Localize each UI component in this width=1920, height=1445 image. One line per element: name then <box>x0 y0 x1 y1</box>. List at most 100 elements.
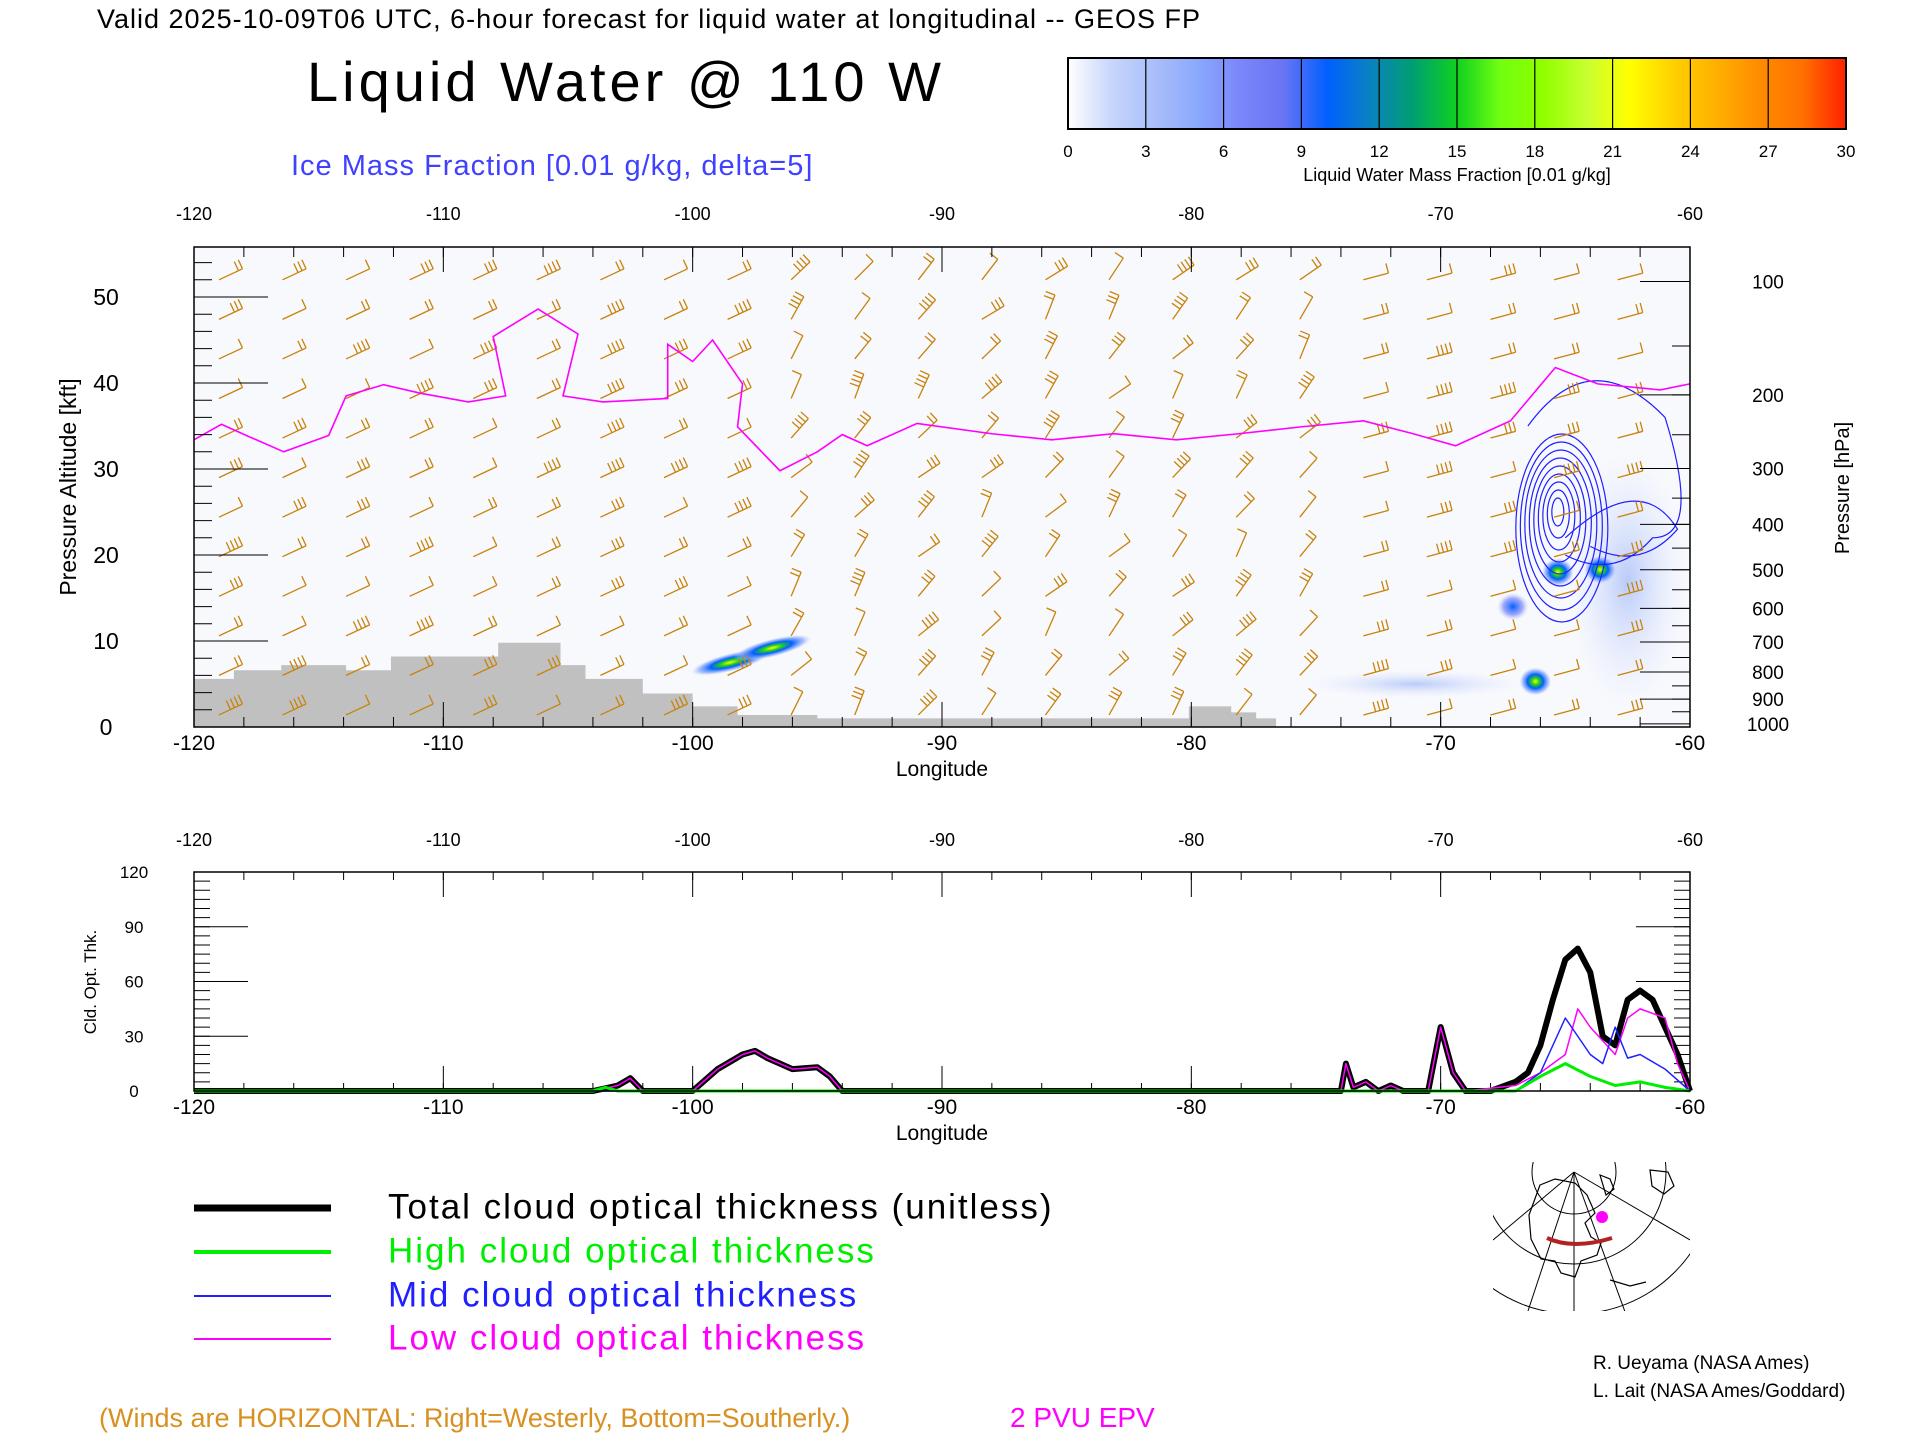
wind-barb-staff <box>1426 312 1453 320</box>
wind-barb-feather <box>1124 375 1132 385</box>
lower-top-lon-tick-label: -70 <box>1428 830 1454 850</box>
wind-barb-feather <box>420 619 426 629</box>
wind-barb <box>1044 529 1061 558</box>
wind-barb-feather <box>1298 334 1309 340</box>
wind-barb-feather <box>1512 500 1517 511</box>
winds-note: (Winds are HORIZONTAL: Right=Westerly, B… <box>99 1403 850 1433</box>
wind-barb-feather <box>990 411 1000 419</box>
wind-barb-feather <box>487 340 494 351</box>
wind-barb-feather <box>360 300 367 311</box>
wind-barb-feather <box>233 538 240 548</box>
wind-barb-feather <box>1242 568 1252 576</box>
main-plot: -120 -120 -110 -110 -100 -100 -90 -90 -80 -80 -70 -… <box>55 204 1854 781</box>
wind-barb-feather <box>928 614 936 623</box>
wind-barb-feather <box>619 615 625 626</box>
wind-barb <box>1363 263 1390 281</box>
wind-barb-feather <box>1241 651 1250 659</box>
wind-barb <box>1490 579 1517 597</box>
wind-barb <box>914 370 930 399</box>
wind-barb-feather <box>860 449 870 457</box>
wind-barb-staff <box>536 505 561 518</box>
wind-barb-feather <box>1176 457 1185 466</box>
wind-barb-feather <box>615 261 621 271</box>
wind-barb-feather <box>792 611 802 618</box>
wind-barb-feather <box>1057 575 1064 585</box>
wind-barb-staff <box>282 386 307 400</box>
wind-barb-feather <box>923 695 931 704</box>
wind-barb-feather <box>1635 580 1640 591</box>
wind-barb-feather <box>555 694 561 705</box>
wind-barb <box>1553 698 1580 716</box>
legend-label-low: Low cloud optical thickness <box>388 1318 866 1357</box>
wind-barb <box>1553 658 1580 677</box>
wind-barb <box>218 655 244 676</box>
wind-barb <box>663 536 689 558</box>
wind-barb <box>1172 573 1195 597</box>
colorbar-tick-label: 12 <box>1370 142 1389 161</box>
lower-xlabel: Longitude <box>896 1122 988 1145</box>
wind-barb-feather <box>491 496 498 507</box>
wind-barb <box>917 252 935 281</box>
wind-barb-feather <box>551 300 557 311</box>
wind-barb-feather <box>1058 259 1065 269</box>
wind-barb-staff <box>1299 694 1317 716</box>
wind-barb <box>917 533 941 558</box>
wind-barb-staff <box>218 584 243 597</box>
wind-barb-feather <box>364 299 371 309</box>
wind-barb-staff <box>663 505 688 518</box>
wind-barb-feather <box>487 696 494 707</box>
wind-barb-staff <box>1553 312 1580 320</box>
wind-barb-staff <box>1490 470 1516 479</box>
wind-barb-feather <box>1508 699 1512 710</box>
wind-barb-feather <box>738 658 744 669</box>
wind-barb <box>981 687 997 716</box>
wind-barb <box>981 297 1005 320</box>
wind-barb <box>790 686 804 716</box>
wind-barb <box>1172 334 1194 360</box>
wind-barb-staff <box>282 584 307 597</box>
wind-barb-feather <box>1380 541 1385 552</box>
wind-barb-staff <box>409 466 434 479</box>
wind-barb-feather <box>1444 541 1449 552</box>
wind-barb-feather <box>993 610 1002 619</box>
wind-barb-feather <box>301 338 307 349</box>
wind-barb-staff <box>536 347 561 360</box>
wind-barb-feather <box>1170 417 1181 424</box>
wind-barb <box>472 417 498 439</box>
wind-barb-feather <box>619 536 625 547</box>
wind-barb-feather <box>555 259 561 270</box>
pressure-tick-label: 800 <box>1752 663 1784 684</box>
wind-barb-feather <box>1631 542 1635 553</box>
wind-barb <box>1044 648 1063 676</box>
wind-barb-feather <box>491 378 498 388</box>
lower-top-lon-tick-label: -110 <box>426 830 461 850</box>
wind-barb-feather <box>738 461 744 471</box>
wind-barb-feather <box>420 263 426 273</box>
wind-barb-feather <box>360 617 367 627</box>
wind-barb <box>409 299 434 320</box>
wind-barb-feather <box>682 575 689 586</box>
wind-barb-feather <box>1173 461 1182 469</box>
wind-barb <box>727 299 752 320</box>
wind-barb-feather <box>805 453 813 463</box>
wind-barb-feather <box>800 411 809 420</box>
wind-barb-feather <box>615 459 621 469</box>
wind-barb <box>409 457 434 479</box>
wind-barb-feather <box>738 342 744 352</box>
wind-barb-feather <box>428 655 434 665</box>
wind-barb-feather <box>1575 619 1580 630</box>
wind-barb-staff <box>1363 391 1389 400</box>
wind-barb-feather <box>1444 422 1449 433</box>
wind-barb <box>1298 370 1315 399</box>
wind-barb-feather <box>991 376 999 386</box>
wind-barb-staff <box>727 545 752 558</box>
wind-barb-staff <box>854 455 870 478</box>
wind-barb <box>1617 263 1644 281</box>
wind-barb <box>472 338 498 360</box>
wind-barb <box>218 299 244 320</box>
wind-barb-staff <box>981 258 999 281</box>
wind-barb <box>345 655 371 676</box>
wind-barb-feather <box>1246 416 1254 426</box>
wind-barb-feather <box>1305 370 1315 378</box>
